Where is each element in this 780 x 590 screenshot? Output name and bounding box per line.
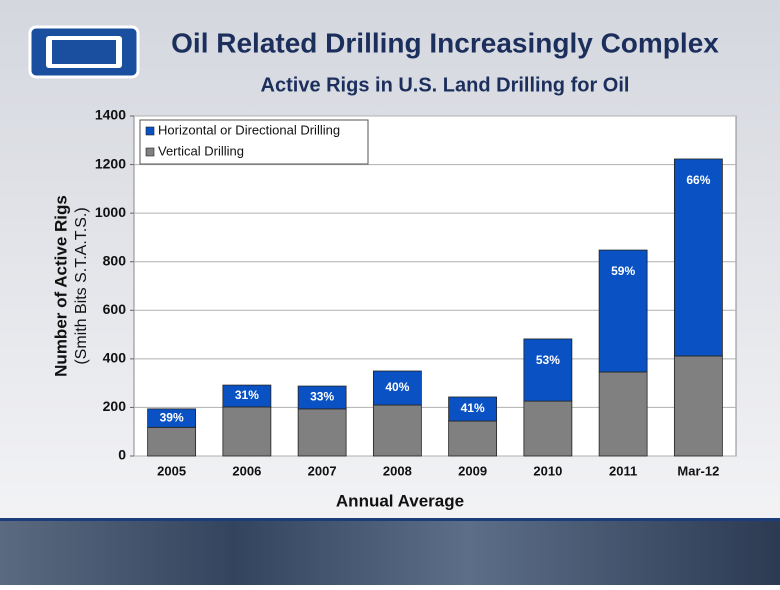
bar-segment	[147, 408, 197, 428]
y-tick-label: 600	[103, 301, 127, 317]
share-label: 33%	[310, 390, 334, 404]
legend-label: Horizontal or Directional Drilling	[158, 122, 340, 137]
bar-segment	[523, 338, 573, 402]
y-tick-label: 800	[103, 252, 127, 268]
bar-segment	[673, 355, 723, 457]
x-tick-label: 2008	[383, 463, 412, 478]
legend-swatch	[145, 126, 155, 136]
legend-box	[139, 119, 369, 165]
share-label: 31%	[235, 388, 259, 402]
logo	[28, 25, 140, 79]
x-tick-label: 2010	[533, 463, 562, 478]
y-tick-label: 1400	[95, 107, 126, 123]
y-axis-title: Number of Active Rigs	[51, 195, 70, 377]
bar-segment	[297, 408, 347, 457]
x-tick-label: 2007	[308, 463, 337, 478]
bar-segment	[372, 370, 422, 406]
share-label: 39%	[160, 410, 184, 424]
bar-segment	[598, 249, 648, 373]
share-label: 59%	[611, 264, 635, 278]
y-tick-label: 1200	[95, 155, 126, 171]
share-label: 53%	[536, 353, 560, 367]
chart-subtitle: Active Rigs in U.S. Land Drilling for Oi…	[261, 74, 630, 96]
y-tick-label: 0	[118, 447, 126, 463]
legend-label: Vertical Drilling	[158, 143, 244, 158]
bar-segment	[372, 404, 422, 457]
legend-swatch	[145, 147, 155, 157]
bar-segment	[448, 420, 498, 457]
y-tick-label: 1000	[95, 204, 126, 220]
x-tick-label: 2006	[232, 463, 261, 478]
strip-border	[0, 518, 780, 521]
bar-segment	[598, 371, 648, 457]
chart-title: Oil Related Drilling Increasingly Comple…	[171, 27, 719, 58]
bar-segment	[297, 385, 347, 410]
y-tick-label: 200	[103, 398, 127, 414]
bar-segment	[222, 384, 272, 408]
x-tick-label: 2009	[458, 463, 487, 478]
bar-segment	[523, 400, 573, 457]
bar-segment	[147, 426, 197, 457]
bar-segment	[222, 406, 272, 457]
x-axis-title: Annual Average	[336, 491, 464, 510]
x-tick-label: Mar-12	[677, 463, 719, 478]
bar-segment	[673, 158, 723, 357]
share-label: 41%	[461, 401, 485, 415]
bar-segment	[448, 396, 498, 422]
photo-strip	[0, 518, 780, 585]
share-label: 66%	[686, 173, 710, 187]
x-tick-label: 2011	[609, 463, 637, 478]
y-axis-note: (Smith Bits S.T.A.T.S.)	[73, 207, 90, 364]
share-label: 40%	[385, 380, 409, 394]
y-tick-label: 400	[103, 350, 127, 366]
x-tick-label: 2005	[157, 463, 186, 478]
